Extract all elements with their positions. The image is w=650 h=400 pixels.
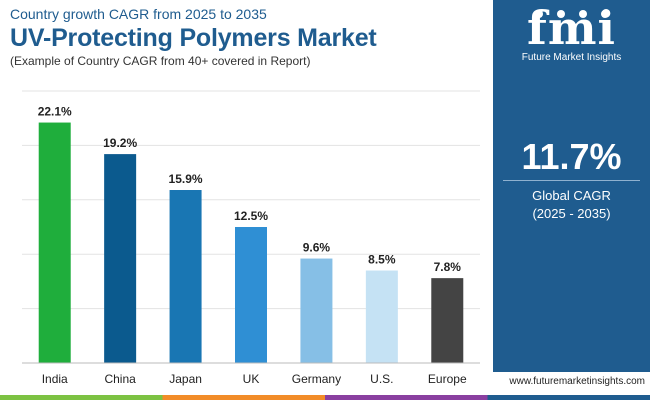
chart-subtitle-bottom: (Example of Country CAGR from 40+ covere…: [10, 54, 311, 68]
summary-divider: [503, 180, 640, 181]
logo-icons: [535, 10, 609, 18]
bar-japan: [169, 190, 202, 363]
global-cagr-label: Global CAGR: [532, 188, 611, 203]
category-label: U.S.: [370, 372, 393, 386]
chart-bars: [38, 122, 464, 363]
logo-text: Future Market Insights: [521, 52, 622, 63]
fmi-logo: fmi Future Market Insights: [493, 4, 650, 74]
website-url[interactable]: www.futuremarketinsights.com: [509, 376, 645, 387]
footer-segment: [162, 395, 326, 400]
bar-germany: [300, 258, 333, 363]
category-label: Germany: [292, 372, 341, 386]
chart-title: UV-Protecting Polymers Market: [10, 24, 377, 52]
category-label: China: [104, 372, 136, 386]
chart-header: Country growth CAGR from 2025 to 2035 UV…: [10, 6, 480, 69]
category-label: Japan: [169, 372, 202, 386]
category-label: Europe: [428, 372, 467, 386]
footer-segment: [325, 395, 489, 400]
bar-uk: [235, 227, 267, 363]
chart-category-labels: India China Japan UK Germany U.S. Europe: [42, 372, 467, 386]
summary-panel: fmi Future Market Insights 11.7% Global …: [493, 0, 650, 372]
chart-subtitle-top: Country growth CAGR from 2025 to 2035: [10, 6, 267, 22]
bar-india: [38, 122, 71, 363]
value-label: 8.5%: [368, 253, 396, 267]
global-cagr-period: (2025 - 2035): [532, 206, 611, 221]
category-label: India: [42, 372, 68, 386]
bar-europe: [431, 278, 464, 363]
bar-chart: 22.1% 19.2% 15.9% 12.5% 9.6% 8.5% 7.8% India Ch…: [22, 90, 480, 386]
value-label: 9.6%: [303, 241, 331, 255]
bar-u-s: [365, 270, 398, 363]
value-label: 19.2%: [103, 136, 137, 150]
chart-value-labels: 22.1% 19.2% 15.9% 12.5% 9.6% 8.5% 7.8%: [38, 105, 462, 275]
footer-color-bar: [0, 395, 650, 400]
value-label: 15.9%: [169, 172, 203, 186]
value-label: 12.5%: [234, 209, 268, 223]
category-label: UK: [243, 372, 260, 386]
chart-gridlines: [22, 90, 480, 310]
bar-china: [104, 154, 137, 363]
footer-segment: [487, 395, 650, 400]
value-label: 22.1%: [38, 105, 72, 119]
value-label: 7.8%: [434, 260, 462, 274]
global-cagr-value: 11.7%: [521, 136, 622, 177]
footer-segment: [0, 395, 164, 400]
